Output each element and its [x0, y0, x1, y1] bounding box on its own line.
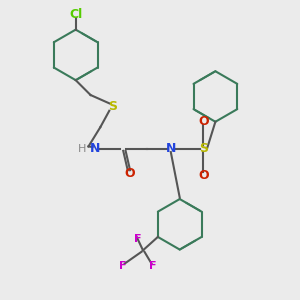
Text: N: N	[90, 142, 100, 155]
Text: N: N	[166, 142, 176, 155]
Text: S: S	[199, 142, 208, 155]
Text: F: F	[149, 261, 157, 271]
Text: F: F	[119, 261, 127, 271]
Text: F: F	[134, 234, 142, 244]
Text: O: O	[198, 115, 209, 128]
Text: H: H	[77, 143, 86, 154]
Text: O: O	[124, 167, 134, 180]
Text: Cl: Cl	[69, 8, 82, 21]
Text: S: S	[108, 100, 117, 113]
Text: O: O	[198, 169, 209, 182]
